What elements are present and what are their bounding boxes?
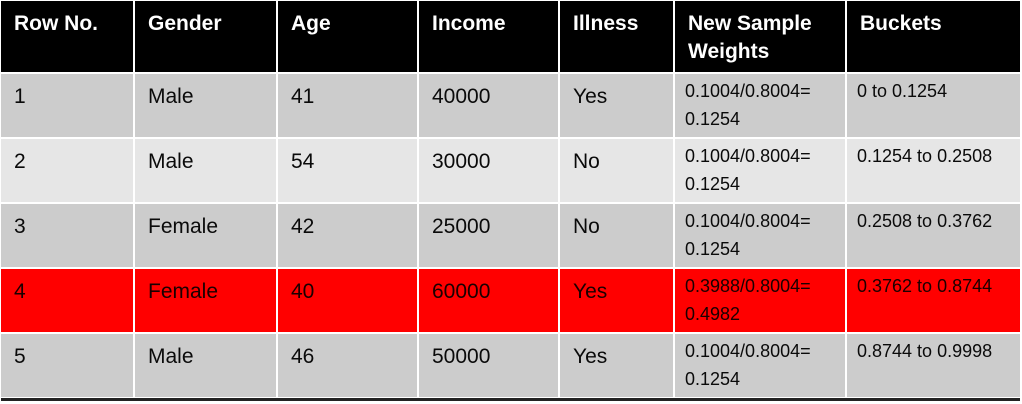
- table-row: 2 Male 54 30000 No 0.1004/0.8004= 0.1254…: [1, 138, 1020, 204]
- cell-new-sample-weight: 0.1004/0.8004= 0.1254: [674, 138, 847, 204]
- cell-bucket: 0.1254 to 0.2508: [846, 138, 1020, 204]
- cell-gender: Female: [134, 268, 278, 334]
- table-header-row: Row No. Gender Age Income Illness New Sa…: [1, 1, 1020, 74]
- cell-age: 46: [277, 333, 419, 399]
- cell-row-no: 3: [1, 203, 135, 269]
- cell-row-no: 5: [1, 333, 135, 399]
- cell-income: 25000: [418, 203, 560, 269]
- table-row: 5 Male 46 50000 Yes 0.1004/0.8004= 0.125…: [1, 333, 1020, 399]
- cell-income: 60000: [418, 268, 560, 334]
- cell-illness: Yes: [559, 268, 675, 334]
- cell-gender: Male: [134, 138, 278, 204]
- header-age: Age: [277, 1, 419, 74]
- cell-new-sample-weight: 0.1004/0.8004= 0.1254: [674, 203, 847, 269]
- cell-new-sample-weight: 0.1004/0.8004= 0.1254: [674, 73, 847, 139]
- cell-income: 40000: [418, 73, 560, 139]
- cell-gender: Male: [134, 333, 278, 399]
- cell-age: 54: [277, 138, 419, 204]
- cell-illness: Yes: [559, 73, 675, 139]
- cell-illness: No: [559, 203, 675, 269]
- cell-income: 50000: [418, 333, 560, 399]
- cell-new-sample-weight: 0.1004/0.8004= 0.1254: [674, 333, 847, 399]
- header-illness: Illness: [559, 1, 675, 74]
- cell-bucket: 0 to 0.1254: [846, 73, 1020, 139]
- header-gender: Gender: [134, 1, 278, 74]
- header-row-no: Row No.: [1, 1, 135, 74]
- cell-age: 42: [277, 203, 419, 269]
- cell-row-no: 1: [1, 73, 135, 139]
- cell-income: 30000: [418, 138, 560, 204]
- header-income: Income: [418, 1, 560, 74]
- cell-bucket: 0.8744 to 0.9998: [846, 333, 1020, 399]
- cell-row-no: 2: [1, 138, 135, 204]
- table-row: 3 Female 42 25000 No 0.1004/0.8004= 0.12…: [1, 203, 1020, 269]
- cell-age: 40: [277, 268, 419, 334]
- cell-illness: No: [559, 138, 675, 204]
- header-buckets: Buckets: [846, 1, 1020, 74]
- cell-gender: Male: [134, 73, 278, 139]
- cell-illness: Yes: [559, 333, 675, 399]
- table-row-highlighted: 4 Female 40 60000 Yes 0.3988/0.8004= 0.4…: [1, 268, 1020, 334]
- table-row: 1 Male 41 40000 Yes 0.1004/0.8004= 0.125…: [1, 73, 1020, 139]
- cell-gender: Female: [134, 203, 278, 269]
- cell-row-no: 4: [1, 268, 135, 334]
- cell-bucket: 0.3762 to 0.8744: [846, 268, 1020, 334]
- cell-bucket: 0.2508 to 0.3762: [846, 203, 1020, 269]
- cell-age: 41: [277, 73, 419, 139]
- header-new-sample-weights: New Sample Weights: [674, 1, 847, 74]
- table-bottom-border: [1, 398, 1020, 401]
- cell-new-sample-weight: 0.3988/0.8004= 0.4982: [674, 268, 847, 334]
